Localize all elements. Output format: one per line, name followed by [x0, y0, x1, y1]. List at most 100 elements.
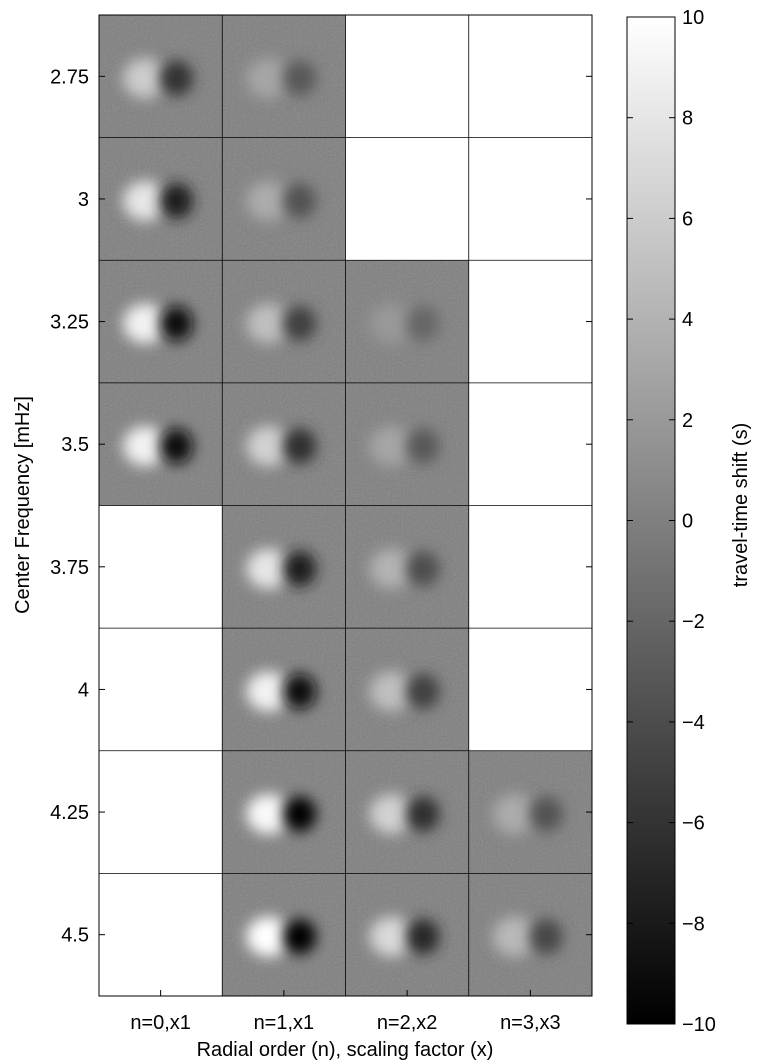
empty-panel — [468, 628, 592, 751]
panel — [345, 628, 469, 751]
panel — [222, 382, 346, 506]
panel — [345, 873, 469, 996]
negative-lobe — [406, 673, 440, 710]
empty-panel — [468, 260, 592, 383]
empty-panel — [99, 873, 223, 996]
empty-panel — [468, 137, 592, 261]
empty-panel — [99, 750, 223, 874]
colorbar-ticks: 10 8 6 4 2 0 −2 −4 −6 −8 −10 — [627, 7, 716, 1036]
y-tick-labels: 2.75 3 3.25 3.5 3.75 4 4.25 4.5 — [50, 66, 592, 947]
y-tick-label: 4 — [78, 679, 89, 701]
x-tick-label: n=2,x2 — [377, 1012, 438, 1034]
panel — [99, 750, 223, 874]
negative-lobe — [159, 428, 193, 464]
positive-lobe — [369, 916, 414, 957]
positive-lobe — [369, 549, 414, 589]
positive-lobe — [246, 303, 291, 344]
positive-lobe — [123, 181, 167, 221]
panel — [99, 873, 223, 996]
panel-grid — [98, 14, 593, 997]
negative-lobe — [282, 673, 317, 710]
panel — [99, 505, 223, 629]
positive-lobe — [123, 426, 167, 466]
panel — [345, 750, 469, 874]
positive-lobe — [369, 794, 414, 834]
panel — [468, 382, 592, 506]
panel — [468, 750, 592, 874]
negative-lobe — [282, 60, 317, 97]
negative-lobe — [282, 918, 317, 955]
empty-panel — [345, 15, 469, 138]
y-tick-label: 3 — [78, 189, 89, 211]
panel — [468, 873, 592, 996]
negative-lobe — [282, 796, 317, 832]
negative-lobe — [406, 918, 440, 955]
y-tick-label: 3.25 — [50, 312, 89, 334]
x-tick-labels: n=0,x1 n=1,x1 n=2,x2 n=3,x3 — [130, 990, 561, 1034]
panel — [468, 628, 592, 751]
positive-lobe — [369, 671, 414, 712]
negative-lobe — [529, 796, 563, 832]
panel — [99, 260, 223, 383]
x-axis-label: Radial order (n), scaling factor (x) — [197, 1039, 494, 1061]
empty-panel — [99, 505, 223, 629]
panel — [99, 137, 223, 261]
colorbar: 10 8 6 4 2 0 −2 −4 −6 −8 −10 travel-time shift (s) — [626, 7, 752, 1036]
panel — [345, 260, 469, 383]
colorbar-tick-label: −4 — [682, 712, 705, 734]
empty-panel — [468, 15, 592, 138]
positive-lobe — [246, 549, 291, 589]
panel — [222, 260, 346, 383]
colorbar-tick-label: −6 — [682, 813, 705, 835]
empty-panel — [468, 382, 592, 506]
colorbar-tick-label: 0 — [682, 511, 693, 533]
negative-lobe — [282, 428, 317, 464]
panel — [468, 137, 592, 261]
empty-panel — [468, 505, 592, 629]
negative-lobe — [159, 60, 193, 97]
panel — [468, 260, 592, 383]
panel — [99, 382, 223, 506]
colorbar-gradient — [626, 16, 676, 1025]
plot-frame — [98, 14, 593, 997]
negative-lobe — [159, 305, 193, 342]
negative-lobe — [406, 305, 440, 342]
positive-lobe — [369, 303, 414, 344]
panel — [222, 628, 346, 751]
positive-lobe — [246, 426, 291, 466]
negative-lobe — [529, 918, 563, 955]
panel — [222, 137, 346, 261]
colorbar-label: travel-time shift (s) — [730, 423, 752, 587]
empty-panel — [99, 628, 223, 751]
empty-panel — [345, 137, 469, 261]
negative-lobe — [406, 428, 440, 464]
panel — [345, 505, 469, 629]
positive-lobe — [246, 671, 291, 712]
panel — [222, 15, 346, 138]
positive-lobe — [492, 916, 537, 957]
x-tick-label: n=1,x1 — [254, 1012, 315, 1034]
positive-lobe — [246, 794, 291, 834]
panel — [468, 505, 592, 629]
y-axis-label: Center Frequency [mHz] — [12, 396, 34, 614]
colorbar-tick-label: −8 — [682, 913, 705, 935]
positive-lobe — [246, 181, 291, 221]
positive-lobe — [246, 58, 291, 99]
negative-lobe — [159, 183, 193, 219]
colorbar-tick-label: 2 — [682, 410, 693, 432]
negative-lobe — [406, 551, 440, 587]
colorbar-tick-label: 6 — [682, 208, 693, 230]
negative-lobe — [282, 305, 317, 342]
x-tick-label: n=3,x3 — [500, 1012, 561, 1034]
y-tick-label: 4.25 — [50, 802, 89, 824]
negative-lobe — [406, 796, 440, 832]
negative-lobe — [282, 183, 317, 219]
colorbar-tick-label: −10 — [682, 1014, 716, 1036]
panel — [99, 628, 223, 751]
colorbar-tick-label: 10 — [682, 7, 704, 29]
positive-lobe — [369, 426, 414, 466]
panel — [468, 15, 592, 138]
colorbar-tick-label: 4 — [682, 309, 693, 331]
y-tick-label: 4.5 — [61, 925, 89, 947]
